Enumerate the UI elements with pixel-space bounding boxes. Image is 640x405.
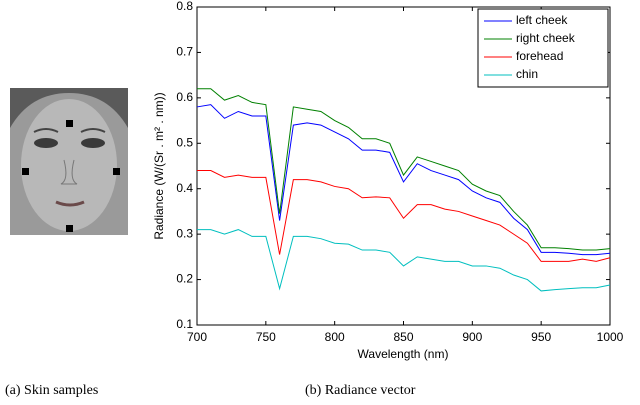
x-tick-label: 950: [531, 330, 551, 344]
y-tick-label: 0.6: [176, 90, 193, 104]
caption: (b) Radiance vector: [305, 383, 416, 398]
x-tick-label: 700: [187, 330, 207, 344]
x-tick-label: 750: [256, 330, 276, 344]
y-tick-label: 0.3: [176, 226, 193, 240]
x-tick-label: 800: [325, 330, 345, 344]
data-line: [197, 229, 611, 292]
y-tick-label: 0.1: [176, 317, 193, 331]
x-tick-label: 1000: [597, 330, 624, 344]
legend-box: [477, 8, 609, 88]
legend-label: chin: [516, 67, 538, 81]
y-tick-label: 0.5: [176, 135, 193, 149]
x-axis-label: Wavelength (nm): [358, 347, 449, 361]
data-line: [197, 88, 611, 251]
y-tick-label: 0.4: [176, 181, 193, 195]
x-tick-label: 900: [462, 330, 482, 344]
data-line: [197, 170, 611, 262]
y-axis-label: Radiance (W/(Sr . m² . nm)): [152, 92, 166, 239]
legend-label: right cheek: [516, 31, 576, 45]
y-tick-label: 0.2: [176, 272, 193, 286]
face-image: [10, 88, 128, 235]
data-line: [196, 104, 611, 256]
x-tick-label: 850: [393, 330, 413, 344]
legend-label: forehead: [516, 49, 563, 63]
y-tick-label: 0.7: [176, 45, 193, 59]
caption: (a) Skin samples: [5, 383, 98, 398]
legend-label: left cheek: [516, 13, 568, 27]
y-tick-label: 0.8: [176, 0, 193, 13]
